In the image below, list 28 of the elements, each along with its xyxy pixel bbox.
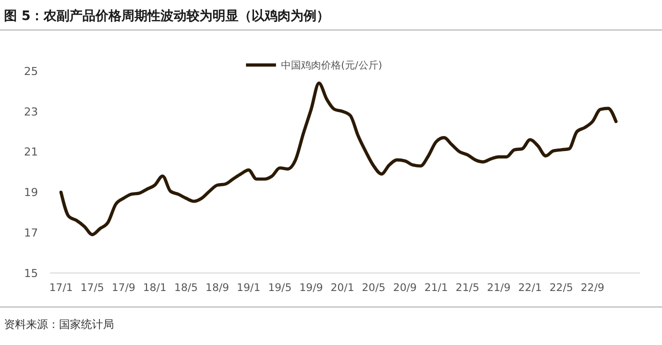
- y-tick-label: 19: [24, 186, 38, 200]
- x-tick-label: 21/9: [486, 282, 511, 294]
- x-tick-label: 20/1: [330, 282, 354, 294]
- x-tick-label: 20/9: [393, 282, 417, 294]
- legend-label: 中国鸡肉价格(元/公斤): [281, 60, 382, 72]
- x-tick-label: 20/5: [362, 282, 386, 294]
- x-tick-label: 18/1: [143, 282, 167, 294]
- y-tick-label: 17: [24, 226, 38, 240]
- x-tick-label: 18/5: [174, 282, 198, 294]
- y-tick-label: 25: [24, 64, 38, 78]
- x-tick-label: 19/5: [268, 282, 292, 294]
- y-tick-label: 23: [24, 105, 38, 118]
- line-series: [59, 82, 618, 236]
- x-tick-label: 17/5: [80, 282, 104, 294]
- text: 资料来源：国家统计局: [4, 318, 114, 331]
- x-tick-label: 19/9: [299, 282, 323, 294]
- y-tick-label: 15: [24, 266, 38, 280]
- x-tick-label: 17/9: [112, 282, 136, 294]
- x-tick-label: 21/5: [456, 282, 480, 294]
- x-tick-label: 21/1: [424, 282, 448, 294]
- chart-title: 图 5：农副产品价格周期性波动较为明显（以鸡肉为例）: [4, 8, 330, 24]
- x-tick-label: 22/9: [580, 282, 604, 294]
- y-tick-label: 21: [24, 146, 38, 159]
- x-tick-label: 18/9: [206, 282, 230, 294]
- x-tick-label: 22/1: [518, 282, 542, 294]
- x-tick-label: 22/5: [549, 282, 574, 294]
- x-tick-label: 19/1: [236, 282, 260, 294]
- x-tick-label: 17/1: [49, 282, 73, 294]
